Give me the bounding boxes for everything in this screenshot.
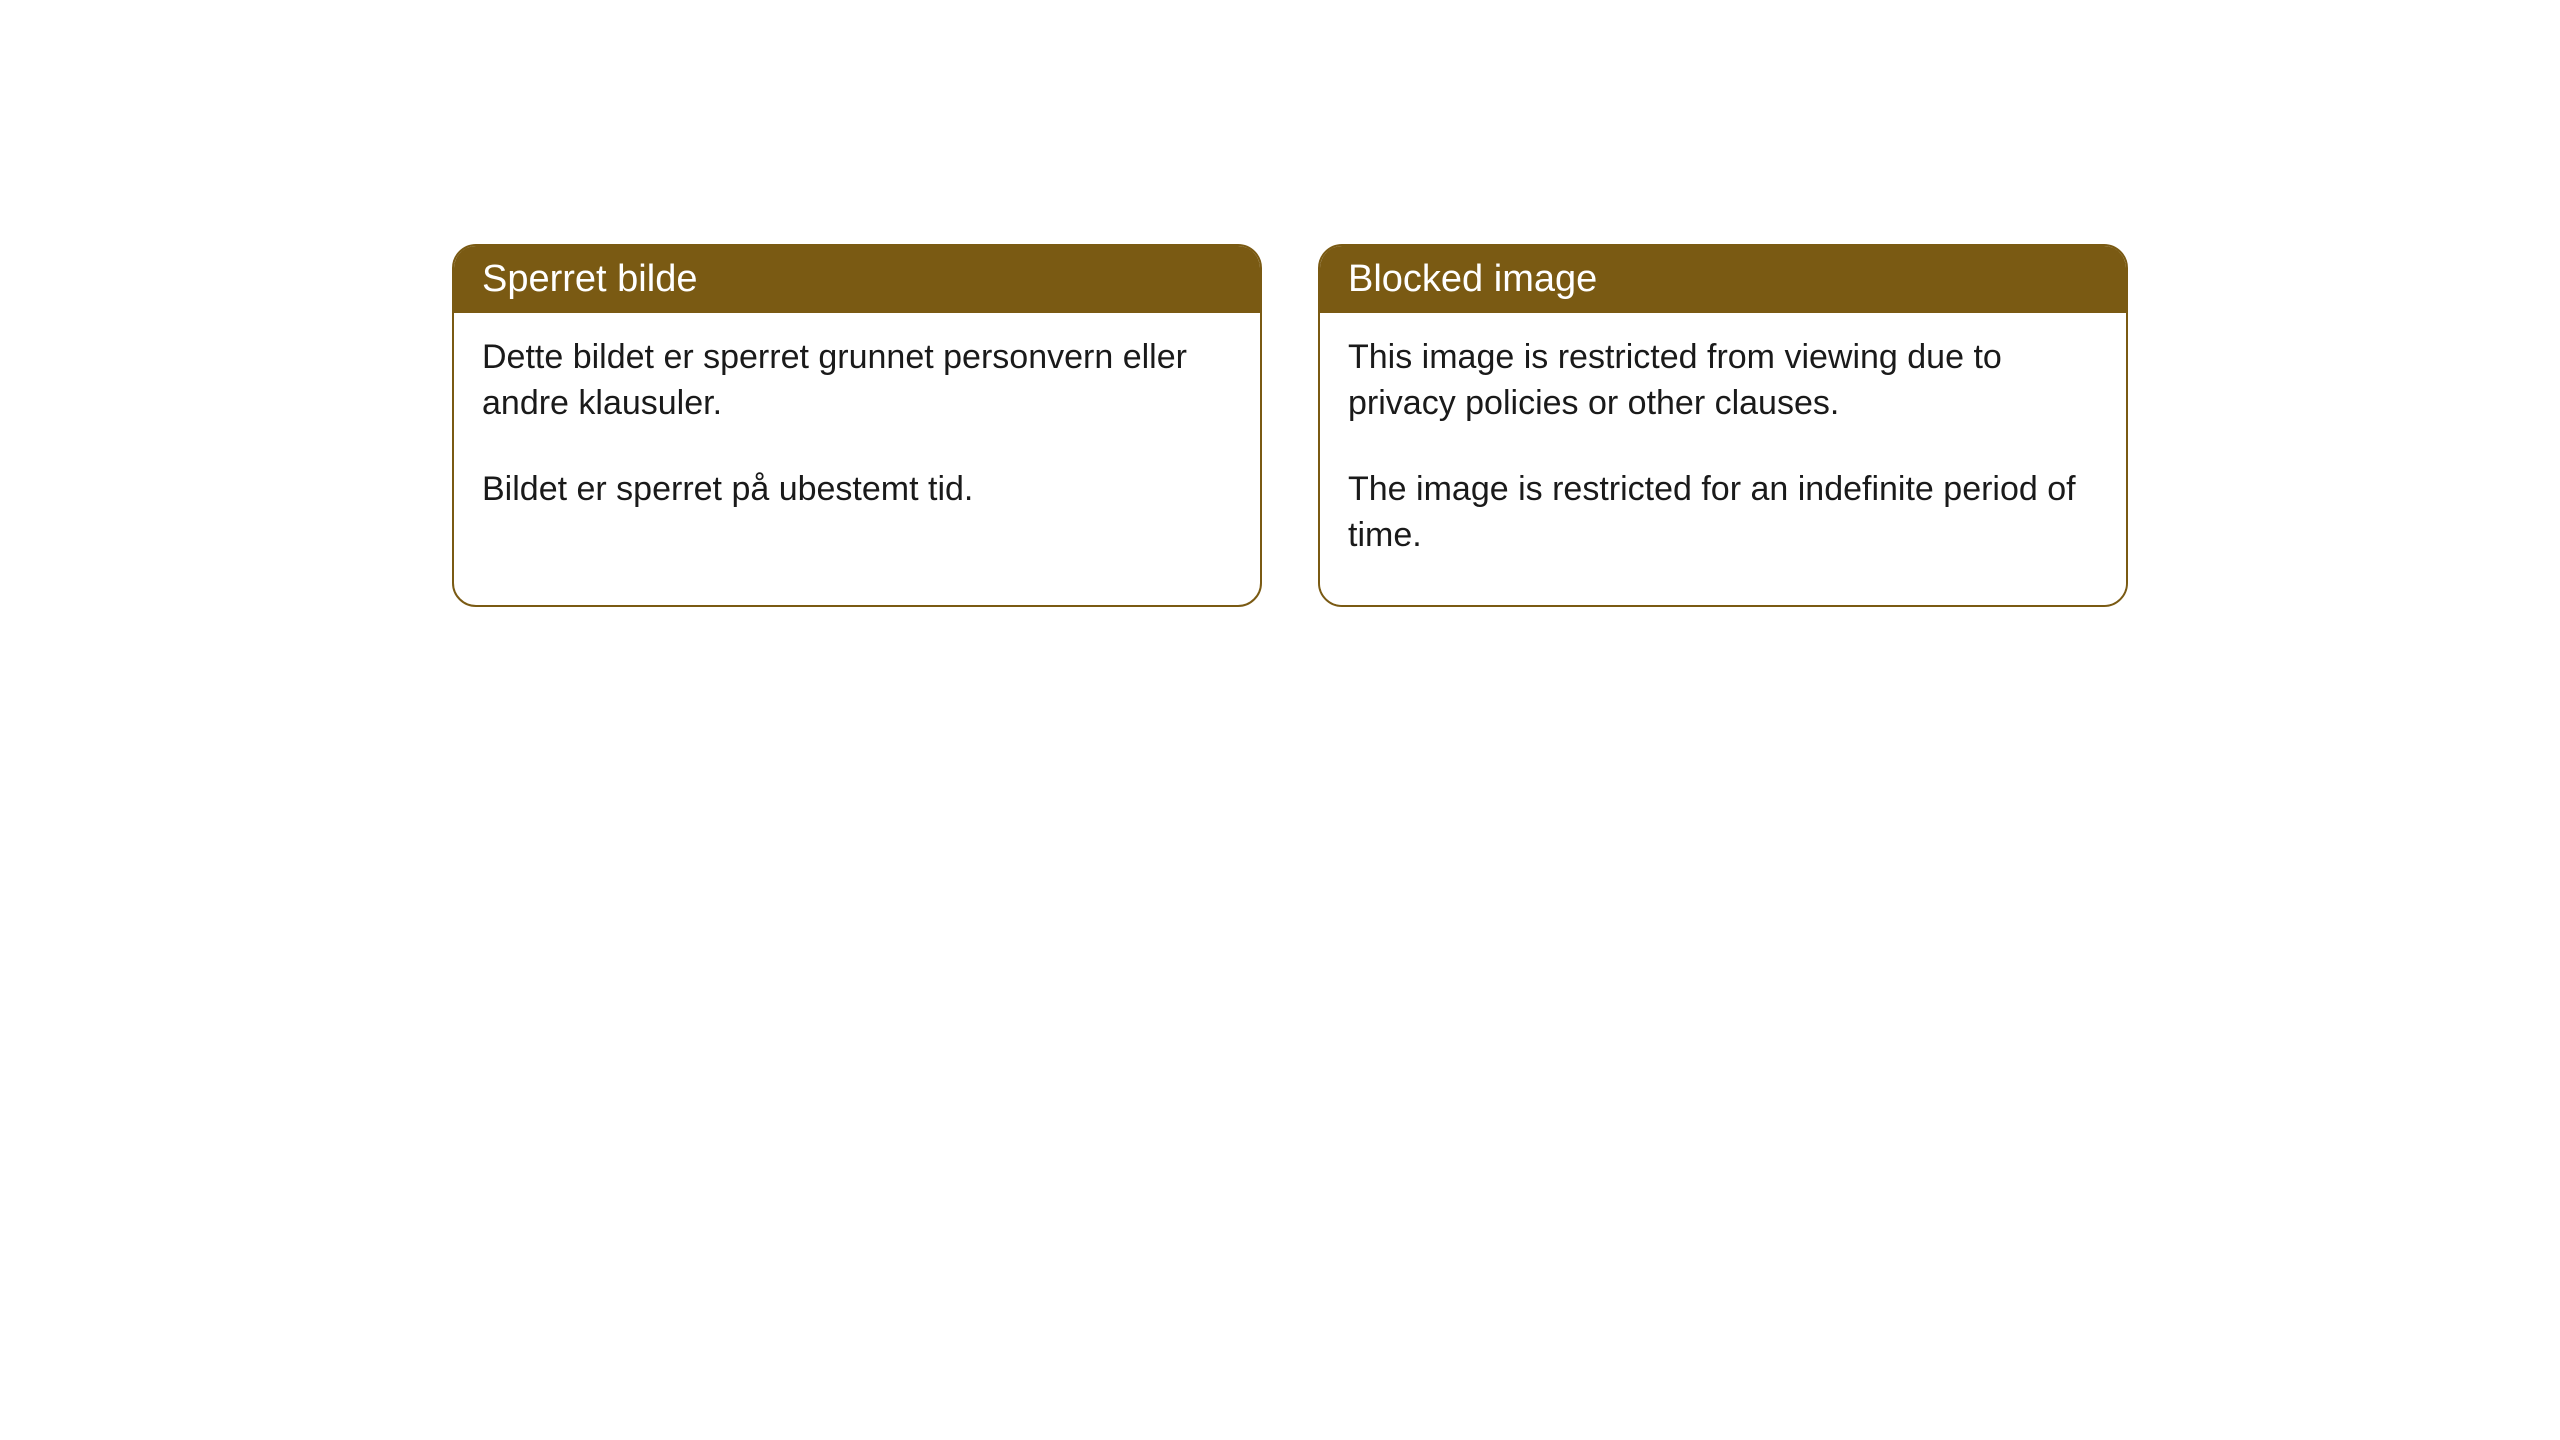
blocked-image-card-en: Blocked image This image is restricted f… (1318, 244, 2128, 607)
card-body-no: Dette bildet er sperret grunnet personve… (454, 313, 1260, 559)
card-paragraph: Bildet er sperret på ubestemt tid. (482, 467, 1232, 513)
card-paragraph: Dette bildet er sperret grunnet personve… (482, 335, 1232, 427)
card-header-en: Blocked image (1320, 246, 2126, 313)
blocked-image-card-no: Sperret bilde Dette bildet er sperret gr… (452, 244, 1262, 607)
cards-container: Sperret bilde Dette bildet er sperret gr… (0, 0, 2560, 607)
card-paragraph: The image is restricted for an indefinit… (1348, 467, 2098, 559)
card-paragraph: This image is restricted from viewing du… (1348, 335, 2098, 427)
card-body-en: This image is restricted from viewing du… (1320, 313, 2126, 605)
card-header-no: Sperret bilde (454, 246, 1260, 313)
